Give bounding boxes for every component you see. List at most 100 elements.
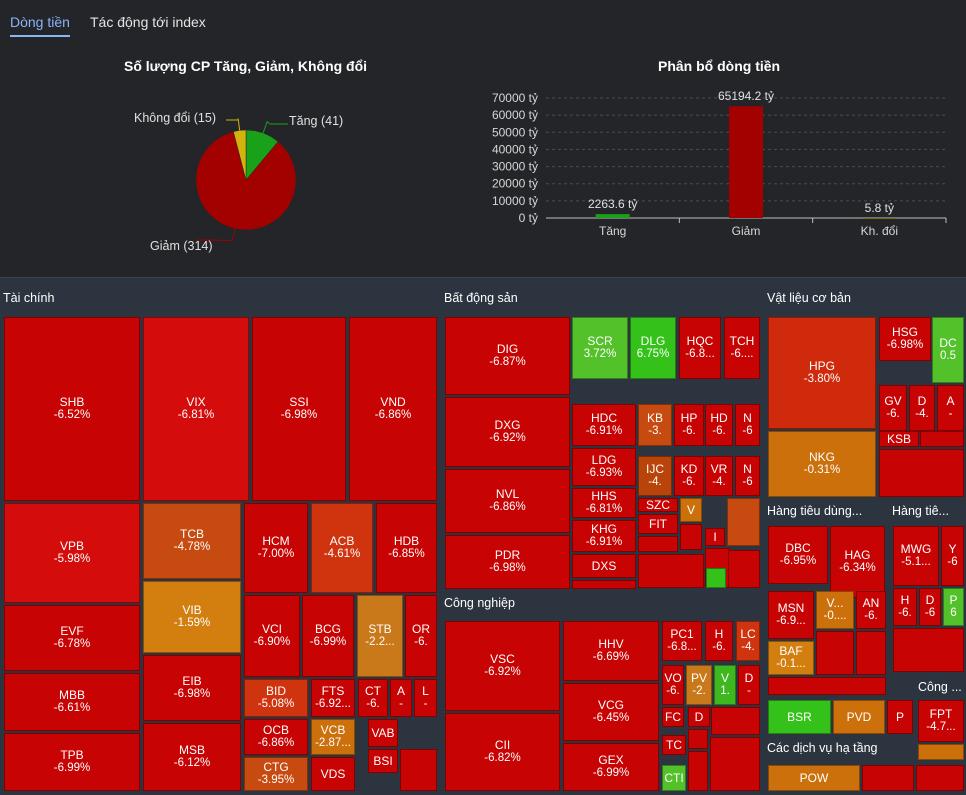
treemap-tile-shb[interactable]: SHB -6.52% bbox=[4, 317, 140, 501]
treemap-tile-hhs[interactable]: HHS -6.81% bbox=[572, 488, 636, 518]
treemap-tile-gv[interactable]: GV -6. bbox=[879, 385, 907, 431]
tab-dong-tien[interactable]: Dòng tiền bbox=[10, 14, 70, 30]
treemap-tile-i[interactable]: I bbox=[705, 528, 725, 546]
treemap-tile-h[interactable]: H -6. bbox=[705, 621, 733, 661]
treemap-small-tile[interactable] bbox=[688, 751, 708, 791]
treemap-tile-d[interactable]: D -6 bbox=[919, 588, 941, 626]
treemap-tile-tcb[interactable]: TCB -4.78% bbox=[143, 503, 241, 579]
treemap-tile-eib[interactable]: EIB -6.98% bbox=[143, 655, 241, 721]
treemap-tile-y[interactable]: Y -6 bbox=[941, 526, 964, 586]
treemap-tile-vci[interactable]: VCI -6.90% bbox=[244, 595, 300, 677]
treemap-tile-fc[interactable]: FC bbox=[662, 707, 684, 727]
treemap-tile-evf[interactable]: EVF -6.78% bbox=[4, 605, 140, 671]
treemap-small-tile[interactable] bbox=[768, 677, 886, 695]
treemap-tile-fpt[interactable]: FPT -4.7... bbox=[918, 700, 964, 742]
treemap-tile-dxg[interactable]: DXG -6.92% bbox=[445, 397, 570, 467]
treemap-tile-hhv[interactable]: HHV -6.69% bbox=[563, 621, 659, 681]
treemap-tile-pow[interactable]: POW bbox=[768, 765, 860, 791]
treemap-small-tile[interactable] bbox=[706, 568, 726, 588]
treemap-tile-dxs[interactable]: DXS bbox=[572, 554, 636, 578]
treemap-tile-kd[interactable]: KD -6. bbox=[674, 456, 704, 496]
treemap-tile-a[interactable]: A- bbox=[937, 385, 964, 431]
treemap-small-tile[interactable] bbox=[879, 449, 964, 497]
treemap-tile-vsc[interactable]: VSC -6.92% bbox=[445, 621, 560, 711]
treemap-tile-hd[interactable]: HD -6. bbox=[705, 404, 733, 446]
treemap-tile-cti[interactable]: CTI bbox=[662, 765, 686, 791]
treemap-tile-n[interactable]: N -6 bbox=[735, 456, 760, 496]
treemap-small-tile[interactable] bbox=[638, 554, 704, 588]
tab-tac-dong-index[interactable]: Tác động tới index bbox=[90, 14, 206, 30]
treemap-small-tile[interactable] bbox=[862, 765, 914, 791]
treemap-tile-ocb[interactable]: OCB -6.86% bbox=[244, 719, 308, 755]
treemap-small-tile[interactable] bbox=[728, 550, 760, 588]
treemap-tile-cii[interactable]: CII -6.82% bbox=[445, 713, 560, 791]
treemap-tile-vcg[interactable]: VCG -6.45% bbox=[563, 683, 659, 741]
treemap-tile-hdb[interactable]: HDB -6.85% bbox=[376, 503, 437, 593]
treemap-tile-n[interactable]: N -6 bbox=[735, 404, 760, 446]
treemap-tile-v[interactable]: V 1. bbox=[714, 665, 736, 705]
treemap-small-tile[interactable] bbox=[893, 628, 964, 672]
treemap-small-tile[interactable] bbox=[727, 498, 760, 546]
treemap-small-tile[interactable] bbox=[688, 729, 708, 749]
treemap-small-tile[interactable] bbox=[816, 631, 854, 675]
treemap-small-tile[interactable] bbox=[711, 707, 760, 735]
treemap-tile-d[interactable]: D -4. bbox=[909, 385, 935, 431]
treemap-tile-acb[interactable]: ACB -4.61% bbox=[311, 503, 373, 593]
treemap-tile-bsi[interactable]: BSI bbox=[368, 749, 398, 773]
treemap-tile-ct[interactable]: CT -6. bbox=[358, 679, 388, 717]
treemap-tile-hpg[interactable]: HPG -3.80% bbox=[768, 317, 876, 429]
treemap-tile-vpb[interactable]: VPB -5.98% bbox=[4, 503, 140, 603]
treemap-tile-vix[interactable]: VIX -6.81% bbox=[143, 317, 249, 501]
treemap-tile-tpb[interactable]: TPB -6.99% bbox=[4, 733, 140, 791]
treemap-tile-dig[interactable]: DIG -6.87% bbox=[445, 317, 570, 395]
treemap-tile-scr[interactable]: SCR 3.72% bbox=[572, 317, 628, 379]
treemap-tile-ijc[interactable]: IJC -4. bbox=[638, 456, 672, 496]
treemap-tile-hqc[interactable]: HQC -6.8... bbox=[679, 317, 721, 379]
bar-0[interactable] bbox=[595, 214, 630, 218]
treemap-tile-kb[interactable]: KB -3. bbox=[638, 404, 672, 446]
treemap-tile-khg[interactable]: KHG -6.91% bbox=[572, 520, 636, 552]
treemap-tile-stb[interactable]: STB -2.2... bbox=[357, 595, 403, 677]
treemap-tile-hag[interactable]: HAG -6.34% bbox=[830, 526, 885, 598]
treemap-tile-a[interactable]: A- bbox=[390, 679, 412, 717]
treemap-tile-fit[interactable]: FIT bbox=[638, 514, 678, 534]
treemap-tile-mwg[interactable]: MWG -5.1... bbox=[893, 526, 939, 586]
treemap-tile-p[interactable]: P bbox=[887, 700, 913, 734]
treemap-tile-msn[interactable]: MSN -6.9... bbox=[768, 591, 814, 639]
treemap-tile-tch[interactable]: TCH -6.... bbox=[724, 317, 760, 379]
treemap-tile-baf[interactable]: BAF -0.1... bbox=[768, 641, 814, 675]
treemap-small-tile[interactable] bbox=[572, 580, 636, 589]
treemap-tile-bid[interactable]: BID -5.08% bbox=[244, 679, 308, 717]
treemap-tile-d[interactable]: D- bbox=[738, 665, 760, 705]
treemap-tile-vds[interactable]: VDS bbox=[311, 757, 355, 791]
treemap-tile-pv[interactable]: PV -2. bbox=[686, 665, 712, 705]
treemap-tile-nvl[interactable]: NVL -6.86% bbox=[445, 469, 570, 533]
treemap-tile-an[interactable]: AN -6. bbox=[856, 591, 886, 629]
treemap-tile-pdr[interactable]: PDR -6.98% bbox=[445, 535, 570, 589]
treemap-tile-vcb[interactable]: VCB -2.87... bbox=[311, 719, 355, 755]
treemap-small-tile[interactable] bbox=[710, 737, 760, 791]
treemap-tile-or[interactable]: OR -6. bbox=[405, 595, 437, 677]
treemap-tile-ctg[interactable]: CTG -3.95% bbox=[244, 757, 308, 791]
treemap-tile-msb[interactable]: MSB -6.12% bbox=[143, 723, 241, 791]
treemap-tile-mbb[interactable]: MBB -6.61% bbox=[4, 673, 140, 731]
treemap-tile-pvd[interactable]: PVD bbox=[833, 700, 885, 734]
treemap-tile-vr[interactable]: VR -4. bbox=[705, 456, 733, 496]
treemap-tile-dc[interactable]: DC 0.5 bbox=[932, 317, 964, 383]
treemap-tile-bsr[interactable]: BSR bbox=[768, 700, 831, 734]
treemap-small-tile[interactable] bbox=[680, 524, 702, 550]
treemap-tile-ssi[interactable]: SSI -6.98% bbox=[252, 317, 346, 501]
treemap-tile-vo[interactable]: VO -6. bbox=[662, 665, 684, 705]
treemap-tile-hsg[interactable]: HSG -6.98% bbox=[879, 317, 931, 361]
treemap-small-tile[interactable] bbox=[856, 631, 886, 675]
treemap-tile-fts[interactable]: FTS -6.92... bbox=[311, 679, 355, 717]
treemap-tile-szc[interactable]: SZC bbox=[638, 498, 678, 512]
treemap-tile-dbc[interactable]: DBC -6.95% bbox=[768, 526, 828, 584]
bar-1[interactable] bbox=[729, 106, 763, 218]
treemap-tile-gex[interactable]: GEX -6.99% bbox=[563, 743, 659, 791]
treemap-tile-pc1[interactable]: PC1 -6.8... bbox=[662, 621, 702, 661]
treemap-tile-vib[interactable]: VIB -1.59% bbox=[143, 581, 241, 653]
treemap-tile-hp[interactable]: HP -6. bbox=[674, 404, 704, 446]
treemap-tile-v[interactable]: V bbox=[680, 498, 702, 522]
